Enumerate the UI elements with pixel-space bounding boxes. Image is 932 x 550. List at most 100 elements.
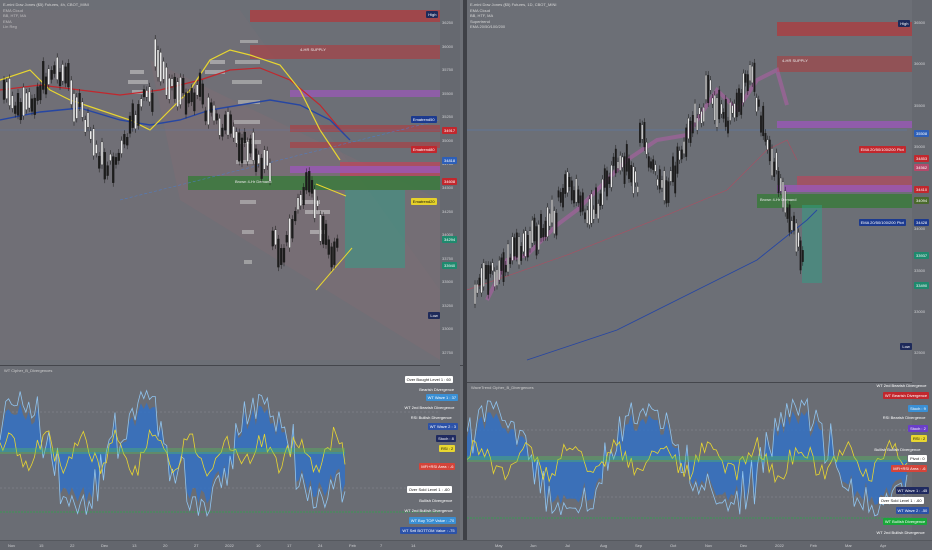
time-tick-label: Mar <box>845 543 852 548</box>
candle-body <box>694 103 696 123</box>
candle-body <box>702 107 705 122</box>
right-indicator-tag: Stoch : 9 <box>908 405 928 412</box>
time-tick-label: Feb <box>810 543 817 548</box>
panel-divider[interactable] <box>463 0 467 550</box>
candle-body <box>751 65 754 84</box>
candle-body <box>515 232 518 258</box>
candle-body <box>193 92 196 112</box>
candle-body <box>322 216 325 245</box>
candle-body <box>198 72 202 97</box>
candle-body <box>636 186 639 193</box>
right-chart-panel[interactable]: E-mini Dow Jones ($5) Futures, 1D, CBOT_… <box>467 0 932 540</box>
candle-body <box>555 212 558 236</box>
candle-body <box>310 180 314 194</box>
candle-body <box>698 107 701 115</box>
left-axis-price-label: 35000 <box>442 137 454 143</box>
right-axis-price-label: 34000 <box>914 226 926 232</box>
candle-body <box>50 70 53 80</box>
candle-body <box>165 67 168 96</box>
left-axis-price-label: 34250 <box>442 208 454 214</box>
candle-body <box>140 98 143 107</box>
left-indicator-title: WT Cipher_B_Divergences <box>4 368 53 373</box>
left-price-tag: Low <box>428 312 440 319</box>
time-tick-label: Dec <box>101 543 109 548</box>
candle-body <box>285 234 288 243</box>
candle-body <box>204 110 207 122</box>
candle-body <box>590 193 593 224</box>
time-tick-label: 15 <box>39 543 44 548</box>
candle-body <box>656 179 659 186</box>
right-pane-separator[interactable] <box>467 382 932 383</box>
time-tick-label: Sep <box>635 543 643 548</box>
right-indicator-name: BB, HTF, MA <box>470 13 494 18</box>
right-axis-price-label: 36500 <box>914 20 926 25</box>
candle-body <box>16 92 20 116</box>
left-chart-legend: E-mini Dow Jones ($5) Futures, 4h, CBOT_… <box>3 2 89 30</box>
candle-body <box>235 131 238 144</box>
candle-body <box>599 193 602 206</box>
candle-body <box>123 134 126 145</box>
candle-body <box>548 212 551 227</box>
candle-body <box>669 170 672 182</box>
candle-body <box>652 159 655 170</box>
candle-body <box>775 152 778 171</box>
candle-body <box>676 146 679 174</box>
candle-body <box>606 170 608 197</box>
candle-body <box>597 203 600 220</box>
right-price-chart[interactable] <box>467 0 932 540</box>
candle-body <box>663 170 666 201</box>
candle-body <box>81 101 84 118</box>
candle-body <box>630 165 633 183</box>
candle-body <box>641 124 644 140</box>
candle-body <box>210 102 213 113</box>
left-price-axis[interactable]: 3625036000357503550035250350003475034500… <box>440 0 460 540</box>
candle-body <box>577 189 580 204</box>
candle-body <box>478 277 481 286</box>
right-axis-price-label: 36000 <box>914 61 926 67</box>
mfi-band <box>0 448 345 454</box>
candle-body <box>537 224 540 251</box>
candle-body <box>8 78 11 106</box>
candle-body <box>727 120 729 134</box>
left-pane-separator[interactable] <box>0 365 463 366</box>
right-price-tag: Low <box>900 343 912 350</box>
candle-body <box>491 262 494 272</box>
left-chart-panel[interactable]: E-mini Dow Jones ($5) Futures, 4h, CBOT_… <box>0 0 463 540</box>
candle-body <box>252 132 255 161</box>
candle-body <box>720 103 723 115</box>
candle-body <box>327 239 330 255</box>
candle-body <box>546 206 549 238</box>
left-indicator-tag: WT Buy TOP Value : -70 <box>408 517 457 524</box>
candle-body <box>722 112 725 119</box>
time-tick-label: 2022 <box>775 543 784 548</box>
candle-body <box>137 104 140 126</box>
candle-body <box>680 149 683 160</box>
candle-body <box>14 105 17 114</box>
candle-body <box>665 180 668 204</box>
candle-body <box>509 257 512 265</box>
candle-body <box>634 170 637 183</box>
candle-body <box>524 230 527 257</box>
right-supply-zone-label: 4-HR SUPPLY <box>782 58 808 63</box>
left-indicator-tag: WT Sell BOTTOM Value : -75 <box>400 527 457 534</box>
candle-body <box>689 120 692 143</box>
candle-body <box>134 114 137 129</box>
candle-body <box>797 232 800 248</box>
time-tick-label: 27 <box>194 543 199 548</box>
candle-body <box>280 248 283 265</box>
right-price-value-tag: 33937 <box>914 252 930 259</box>
candle-body <box>142 89 146 98</box>
left-price-chart[interactable] <box>0 0 463 540</box>
candle-body <box>482 262 485 287</box>
candle-body <box>61 64 64 82</box>
time-axis[interactable]: Nov 15 22 Dec 13 20 27 2022 10 17 24 Feb 7 14 May Jun J… <box>0 540 932 550</box>
right-indicator-name: EMA Cloud <box>470 7 491 13</box>
candle-body <box>654 164 657 172</box>
candle-body <box>221 127 224 137</box>
candle-body <box>33 97 36 115</box>
left-oscillator <box>0 389 346 517</box>
candle-body <box>595 187 597 214</box>
right-price-value-tag: 34094 <box>914 197 930 204</box>
candle-body <box>114 157 118 165</box>
candle-body <box>777 171 780 194</box>
